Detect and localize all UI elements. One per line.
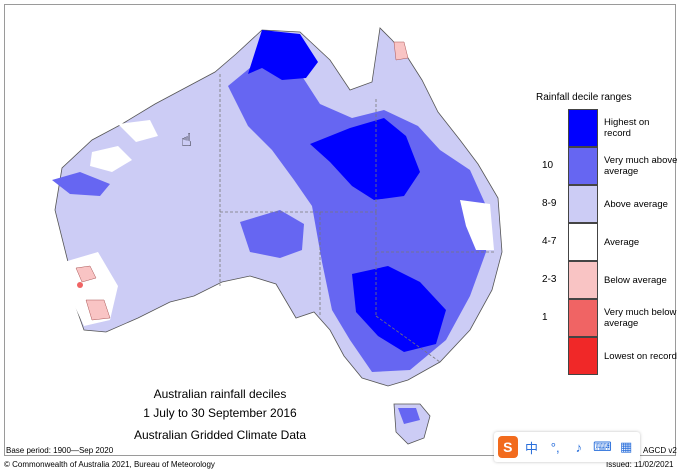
legend-item: Lowest on record <box>536 337 677 375</box>
state-borders <box>219 74 496 363</box>
legend-label: Very much below average <box>604 307 677 329</box>
hand-cursor-icon: ☝ <box>181 130 192 150</box>
legend-range: 2-3 <box>542 274 557 285</box>
legend-item: 1 Very much below average <box>536 299 676 337</box>
caption-dataset: Australian Gridded Climate Data <box>133 428 307 442</box>
legend-item: 10 Very much above average <box>536 147 678 185</box>
legend-swatch <box>568 147 598 185</box>
legend-item: 2-3 Below average <box>536 261 676 299</box>
toolbox-grid-icon[interactable]: ▦ <box>620 439 633 454</box>
legend: Rainfall decile ranges Highest on record… <box>536 92 678 375</box>
legend-label: Above average <box>604 198 668 210</box>
keyboard-icon[interactable]: ⌨ <box>593 439 612 454</box>
legend-item: Highest on record <box>536 109 676 147</box>
region-very-much-above-tasmania <box>398 408 420 424</box>
language-toggle-button[interactable]: 中 <box>525 440 539 456</box>
region-below-sw-2 <box>85 299 111 321</box>
region-average-east-coast <box>460 200 494 250</box>
legend-label: Very much above average <box>604 155 678 177</box>
region-very-much-above-wa <box>52 172 110 196</box>
legend-range: 4-7 <box>542 236 557 247</box>
region-highest-top-end <box>248 30 318 80</box>
region-very-much-above-sa <box>240 210 304 258</box>
legend-label: Lowest on record <box>604 350 677 362</box>
region-highest-murray-darling <box>352 266 446 352</box>
legend-swatch <box>568 185 598 223</box>
caption-title: Australian rainfall deciles <box>153 387 287 401</box>
region-average-pilbara <box>118 120 158 142</box>
legend-item: 8-9 Above average <box>536 185 676 223</box>
region-below-sw-1 <box>75 265 97 283</box>
legend-item: 4-7 Average <box>536 223 676 261</box>
map-frame <box>4 4 676 456</box>
region-highest-queensland <box>310 118 420 200</box>
legend-swatch <box>568 109 598 147</box>
product-text: AGCD v2 <box>643 446 677 455</box>
legend-range: 8-9 <box>542 198 557 209</box>
caption-period: 1 July to 30 September 2016 <box>143 406 297 420</box>
legend-title: Rainfall decile ranges <box>536 92 632 103</box>
punctuation-toggle-button[interactable]: °, <box>550 439 560 455</box>
legend-swatch <box>568 261 598 299</box>
ime-logo-icon[interactable]: S <box>498 436 518 458</box>
legend-swatch <box>568 223 598 261</box>
legend-label: Average <box>604 236 640 248</box>
region-very-much-below-sw <box>77 282 83 288</box>
legend-swatch <box>568 337 598 375</box>
microphone-icon[interactable]: ♪ <box>575 439 583 455</box>
legend-swatch <box>568 299 598 337</box>
legend-label: Highest on record <box>604 117 650 139</box>
legend-range: 10 <box>542 160 554 171</box>
ime-toolbar[interactable]: S 中 °, ♪ ⌨ ▦ <box>494 432 640 462</box>
base-period-text: Base period: 1900—Sep 2020 <box>6 446 114 455</box>
legend-label: Below average <box>604 274 667 286</box>
region-average-kimberley <box>90 146 132 172</box>
legend-range: 1 <box>542 312 548 323</box>
copyright-text: © Commonwealth of Australia 2021, Bureau… <box>4 460 215 469</box>
issued-text: Issued: 11/02/2021 <box>606 460 674 469</box>
region-below-cape-york <box>393 41 409 61</box>
